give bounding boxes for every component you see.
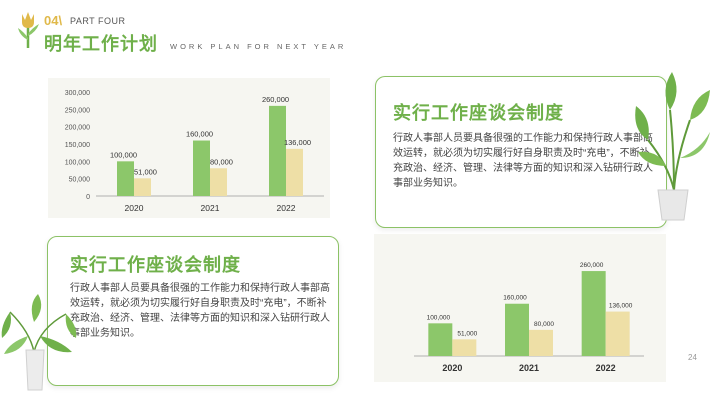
- bar-chart-top: 0 50,000 100,000 150,000 200,000 250,000 300,0…: [65, 90, 324, 213]
- data-label: 260,000: [580, 262, 604, 269]
- data-label: 80,000: [210, 157, 233, 166]
- bar: [210, 168, 227, 196]
- bar: [581, 271, 606, 356]
- bar: [269, 105, 286, 196]
- bar: [428, 323, 453, 356]
- y-tick-label: 150,000: [65, 142, 90, 149]
- potted-plant-icon: [1, 294, 77, 391]
- data-label: 100,000: [427, 314, 451, 321]
- data-label: 100,000: [110, 150, 137, 159]
- bar-chart-bottom: 100,000 51,000 2020 160,000 80,000 2021 260,00…: [414, 262, 644, 373]
- card-title: 实行工作座谈会制度: [70, 255, 241, 275]
- page-number: 24: [688, 353, 697, 362]
- chart-panel-bottom: 100,000 51,000 2020 160,000 80,000 2021 260,00…: [374, 234, 666, 382]
- data-label: 136,000: [609, 303, 633, 310]
- card-body: 行政人事部人员要具备很强的工作能力和保持行政人事部高效运转，就必须为切实履行好自…: [70, 283, 330, 339]
- data-label: 51,000: [134, 167, 157, 176]
- chart-panel-top: 0 50,000 100,000 150,000 200,000 250,000 300,0…: [48, 78, 330, 218]
- y-tick-label: 200,000: [65, 125, 90, 132]
- y-tick-label: 300,000: [65, 90, 90, 97]
- potted-plant-icon: [635, 72, 710, 221]
- y-tick-label: 100,000: [65, 159, 90, 166]
- x-tick-label: 2022: [277, 203, 296, 213]
- data-label: 260,000: [262, 95, 289, 104]
- info-card-left: 实行工作座谈会制度 行政人事部人员要具备很强的工作能力和保持行政人事部高效运转，…: [47, 236, 339, 386]
- tulip-logo-icon: [18, 12, 39, 48]
- y-tick-label: 250,000: [65, 107, 90, 114]
- x-tick-label: 2022: [596, 363, 616, 373]
- page-title: 明年工作计划: [44, 34, 158, 54]
- x-tick-label: 2021: [201, 203, 220, 213]
- data-label: 160,000: [186, 130, 213, 139]
- x-tick-label: 2020: [125, 203, 144, 213]
- card-body: 行政人事部人员要具备很强的工作能力和保持行政人事部高效运转，就必须为切实履行好自…: [393, 133, 653, 189]
- y-tick-label: 50,000: [69, 177, 91, 184]
- x-tick-label: 2020: [442, 363, 462, 373]
- bar: [452, 339, 477, 356]
- bar: [505, 303, 529, 356]
- bar: [605, 311, 630, 356]
- bar: [286, 148, 303, 196]
- data-label: 80,000: [534, 321, 554, 328]
- bar: [193, 140, 210, 196]
- data-label: 136,000: [284, 138, 311, 147]
- data-label: 160,000: [503, 295, 527, 302]
- page-subtitle: WORK PLAN FOR NEXT YEAR: [170, 42, 347, 51]
- x-tick-label: 2021: [519, 363, 539, 373]
- card-title: 实行工作座谈会制度: [393, 103, 564, 123]
- bar: [117, 161, 134, 196]
- section-number: 04\: [44, 13, 63, 28]
- bar: [134, 178, 151, 196]
- section-part-label: PART FOUR: [70, 16, 126, 26]
- info-card-right: 实行工作座谈会制度 行政人事部人员要具备很强的工作能力和保持行政人事部高效运转，…: [375, 76, 667, 228]
- bar: [529, 329, 553, 356]
- y-tick-label: 0: [86, 194, 90, 201]
- data-label: 51,000: [457, 330, 477, 337]
